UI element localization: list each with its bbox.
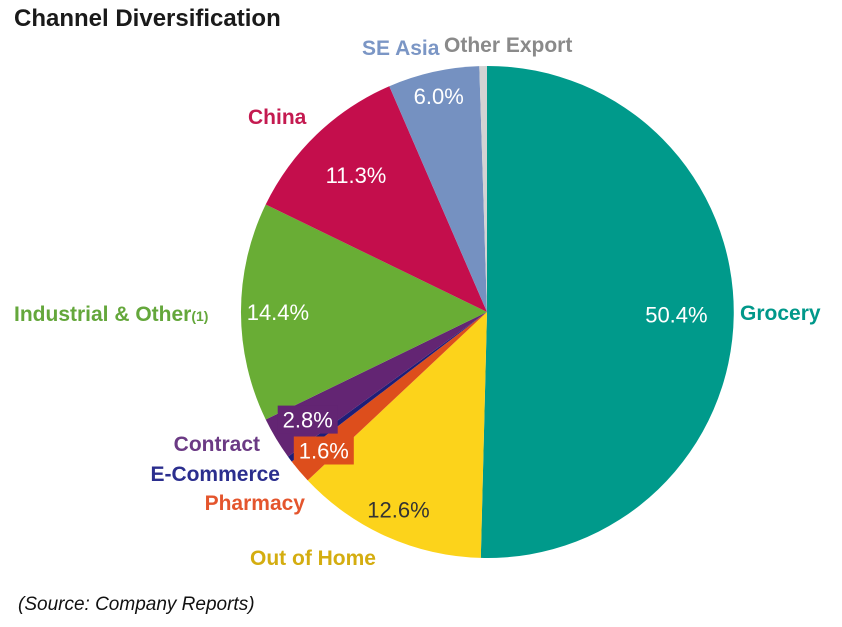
source-note: (Source: Company Reports) bbox=[18, 594, 255, 615]
slice-label-china: China bbox=[248, 106, 307, 129]
footnote-marker: (1) bbox=[191, 308, 209, 324]
slice-label-industrial-other: Industrial & Other(1) bbox=[14, 303, 208, 327]
pie-slice-se-asia bbox=[389, 66, 487, 312]
slice-label-grocery: Grocery bbox=[740, 302, 821, 325]
pie-slice-grocery bbox=[480, 65, 734, 558]
slice-label-e-commerce: E-Commerce bbox=[150, 463, 280, 486]
slice-label-other-export: Other Export bbox=[444, 34, 573, 57]
pct-label-contract: 2.8% bbox=[283, 408, 333, 433]
pct-label-out-of-home: 12.6% bbox=[367, 498, 429, 523]
chart-title: Channel Diversification bbox=[14, 5, 281, 32]
pct-label-china: 11.3% bbox=[326, 163, 387, 188]
pct-label-industrial-other: 14.4% bbox=[247, 300, 309, 325]
pie-slice-other-export bbox=[479, 65, 487, 313]
slice-label-industrial-other-text: Industrial & Other bbox=[14, 303, 192, 326]
pie-slice-out-of-home bbox=[307, 312, 487, 558]
pct-label-grocery: 50.4% bbox=[645, 302, 707, 327]
pie-slice-industrial-other bbox=[240, 204, 487, 420]
pct-label-pharmacy: 1.6% bbox=[299, 438, 349, 463]
pct-label-box-pharmacy bbox=[293, 436, 354, 465]
slice-label-pharmacy: Pharmacy bbox=[204, 492, 305, 515]
pie-slice-e-commerce bbox=[288, 312, 487, 462]
slice-label-se-asia: SE Asia bbox=[362, 37, 440, 60]
pct-label-box-contract bbox=[277, 405, 338, 434]
pie-slice-china bbox=[265, 86, 487, 312]
slice-label-out-of-home: Out of Home bbox=[250, 547, 376, 570]
pct-label-se-asia: 6.0% bbox=[414, 84, 464, 109]
slice-label-contract: Contract bbox=[173, 433, 260, 456]
